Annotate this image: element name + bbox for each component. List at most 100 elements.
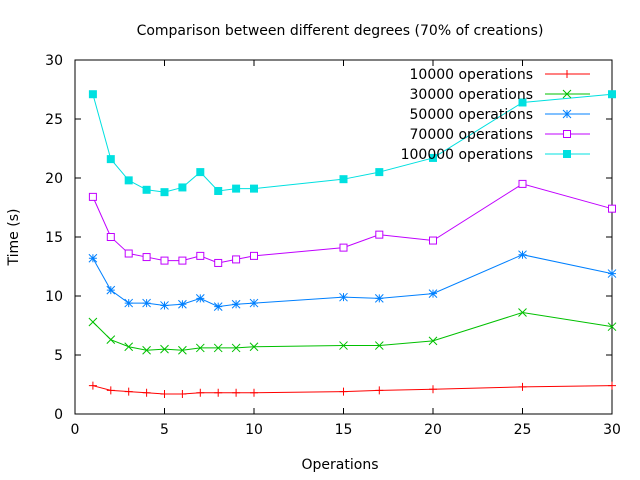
data-point (250, 388, 258, 397)
series (88, 90, 616, 197)
legend-label: 30000 operations (410, 87, 534, 103)
series (88, 381, 616, 398)
data-point (250, 251, 258, 260)
x-tick-label: 10 (245, 422, 263, 438)
data-point (518, 382, 527, 391)
data-point (142, 298, 151, 308)
data-point (195, 294, 205, 303)
series-line (92, 385, 613, 395)
data-point (339, 341, 348, 350)
data-point (563, 130, 571, 138)
legend-label: 70000 operations (410, 127, 534, 143)
data-point (88, 253, 98, 263)
data-point (106, 335, 116, 345)
data-point (160, 301, 169, 310)
data-point (178, 345, 187, 355)
data-point (195, 343, 205, 353)
series-layer (88, 90, 617, 398)
data-point (214, 186, 223, 195)
series (88, 179, 616, 267)
data-point (375, 230, 384, 239)
data-point (608, 204, 616, 213)
data-point (608, 90, 616, 99)
series (88, 250, 617, 311)
data-point (88, 317, 98, 327)
data-point (88, 192, 97, 201)
data-point (374, 341, 384, 350)
y-tick-label: 0 (54, 407, 63, 423)
data-point (88, 381, 97, 390)
data-point (249, 342, 259, 352)
data-point (106, 155, 115, 164)
data-point (213, 343, 223, 353)
y-tick-label: 25 (45, 112, 63, 128)
data-point (142, 185, 151, 194)
data-point (106, 233, 115, 241)
data-point (563, 70, 571, 78)
data-point (518, 179, 527, 188)
data-point (142, 345, 151, 355)
chart-title: Comparison between different degrees (70… (137, 23, 544, 39)
legend-label: 100000 operations (401, 147, 533, 163)
data-point (142, 253, 151, 262)
data-point (607, 269, 617, 278)
y-tick-label: 10 (45, 289, 63, 305)
series-line (92, 183, 613, 264)
data-point (213, 302, 223, 311)
data-point (124, 176, 133, 185)
data-point (160, 256, 169, 265)
y-tick-label: 20 (45, 171, 63, 187)
data-point (232, 255, 241, 264)
data-point (214, 258, 223, 267)
x-tick-label: 5 (160, 422, 169, 438)
data-point (231, 343, 241, 353)
data-point (88, 90, 97, 99)
data-point (232, 184, 241, 193)
data-point (518, 98, 527, 107)
data-point (160, 188, 169, 197)
series-line (92, 254, 613, 308)
data-point (374, 294, 384, 303)
x-axis-label: Operations (302, 457, 379, 473)
data-point (429, 153, 437, 162)
data-point (196, 251, 205, 260)
data-point (124, 298, 134, 308)
data-point (196, 168, 205, 177)
x-tick-label: 0 (71, 422, 80, 438)
data-point (339, 175, 348, 184)
data-point (428, 336, 438, 346)
data-point (563, 150, 571, 158)
series-line (92, 93, 613, 193)
y-axis-label: Time (s) (6, 209, 22, 267)
data-point (124, 387, 133, 396)
data-point (178, 389, 187, 398)
data-point (375, 386, 384, 395)
series (88, 308, 617, 355)
data-point (249, 298, 259, 308)
data-point (428, 289, 438, 298)
x-tick-label: 15 (335, 422, 353, 438)
legend: 10000 operations 30000 operations 50000 op… (401, 67, 590, 163)
data-point (214, 388, 223, 397)
data-point (160, 344, 169, 354)
data-point (178, 299, 187, 309)
series-line (92, 312, 613, 351)
y-tick-label: 30 (45, 53, 63, 69)
data-point (178, 183, 187, 192)
y-tick-label: 15 (45, 230, 63, 246)
y-tick-label: 5 (54, 348, 63, 364)
data-point (196, 388, 205, 397)
data-point (608, 381, 616, 390)
data-point (232, 388, 241, 397)
legend-label: 50000 operations (410, 107, 534, 123)
data-point (607, 322, 617, 332)
data-point (106, 386, 115, 395)
data-point (562, 109, 572, 119)
data-point (231, 299, 241, 309)
data-point (106, 285, 116, 295)
x-tick-label: 20 (424, 422, 442, 438)
data-point (160, 389, 169, 398)
data-point (339, 243, 348, 252)
data-point (429, 236, 437, 245)
